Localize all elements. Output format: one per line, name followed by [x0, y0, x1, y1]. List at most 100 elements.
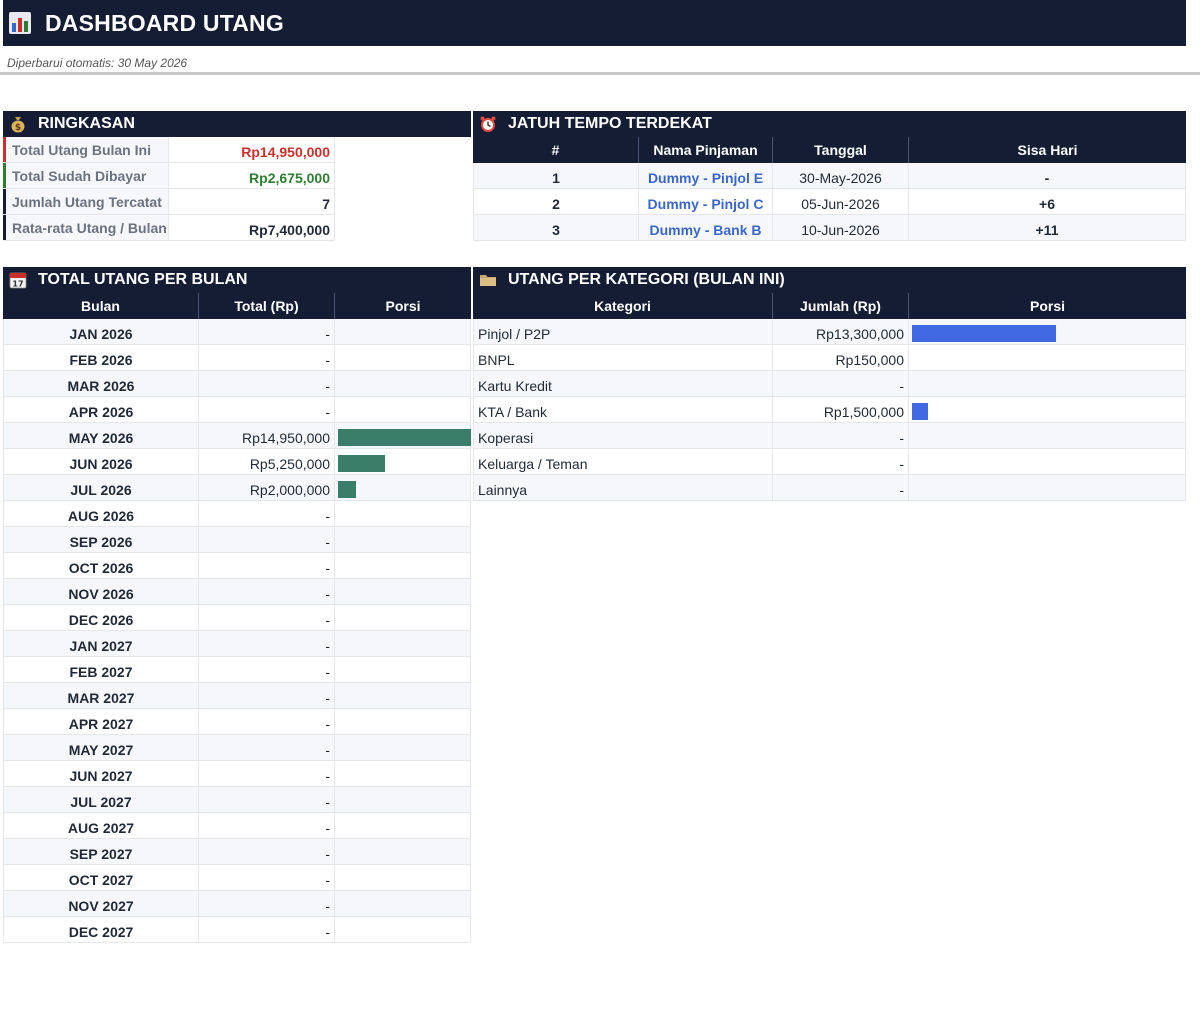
col-loan-name: Nama Pinjaman [639, 137, 773, 163]
summary-label: Jumlah Utang Tercatat [3, 189, 169, 214]
month-portion [335, 683, 471, 708]
category-row: Lainnya - [473, 475, 1186, 501]
month-total: - [199, 553, 335, 578]
col-date: Tanggal [773, 137, 909, 163]
col-category-portion: Porsi [1029, 298, 1065, 314]
month-portion [335, 865, 471, 890]
category-name: Koperasi [473, 423, 773, 448]
category-amount: Rp150,000 [773, 345, 909, 370]
monthly-row: JUL 2027- [3, 787, 471, 813]
monthly-row: DEC 2027- [3, 917, 471, 943]
category-name: Lainnya [473, 475, 773, 500]
monthly-row: OCT 2027- [3, 865, 471, 891]
month-portion [335, 527, 471, 552]
summary-value: Rp7,400,000 [169, 215, 335, 240]
monthly-row: JUL 2026 Rp2,000,000 [3, 475, 471, 501]
month-label: SEP 2026 [3, 527, 199, 552]
month-portion [335, 657, 471, 682]
due-loan-link[interactable]: Dummy - Pinjol C [639, 189, 773, 214]
category-row: KTA / Bank Rp1,500,000 [473, 397, 1186, 423]
month-label: MAY 2026 [3, 423, 199, 448]
dashboard-header: DASHBOARD UTANG [3, 0, 1186, 46]
category-name: BNPL [473, 345, 773, 370]
summary-value: 7 [169, 189, 335, 214]
month-portion [335, 553, 471, 578]
month-total: - [199, 631, 335, 656]
category-table-header: Kategori Jumlah (Rp) Porsi [473, 293, 1186, 319]
month-total: - [199, 891, 335, 916]
month-label: AUG 2027 [3, 813, 199, 838]
due-loan-link[interactable]: Dummy - Pinjol E [639, 163, 773, 188]
col-days-left: Sisa Hari [1017, 142, 1078, 158]
category-amount: - [773, 371, 909, 396]
due-table-header: # Nama Pinjaman Tanggal Sisa Hari [473, 137, 1186, 163]
month-portion [335, 605, 471, 630]
month-total: - [199, 527, 335, 552]
bar-chart-icon [9, 12, 31, 34]
monthly-row: NOV 2027- [3, 891, 471, 917]
month-label: MAR 2027 [3, 683, 199, 708]
monthly-row: DEC 2026- [3, 605, 471, 631]
monthly-row: NOV 2026- [3, 579, 471, 605]
month-total: - [199, 839, 335, 864]
summary-title: RINGKASAN [38, 115, 135, 132]
due-loan-link[interactable]: Dummy - Bank B [639, 215, 773, 240]
month-total: - [199, 865, 335, 890]
category-amount: - [773, 423, 909, 448]
category-portion [909, 319, 1186, 344]
category-title: UTANG PER KATEGORI (BULAN INI) [508, 271, 785, 288]
month-total: - [199, 813, 335, 838]
folder-icon [479, 271, 497, 289]
category-portion-bar [912, 325, 1056, 342]
summary-row: Total Sudah Dibayar Rp2,675,000 [3, 163, 335, 189]
month-portion [335, 501, 471, 526]
month-portion [335, 735, 471, 760]
month-total: - [199, 683, 335, 708]
month-label: NOV 2026 [3, 579, 199, 604]
category-name: Keluarga / Teman [473, 449, 773, 474]
category-portion [909, 475, 1186, 500]
category-portion [909, 423, 1186, 448]
col-portion: Porsi [385, 298, 421, 314]
summary-table: Total Utang Bulan Ini Rp14,950,000 Total S… [3, 137, 335, 241]
due-table: 1 Dummy - Pinjol E 30-May-2026-2 Dummy - Pi… [473, 163, 1186, 241]
month-label: AUG 2026 [3, 501, 199, 526]
month-portion [335, 631, 471, 656]
monthly-row: MAR 2027- [3, 683, 471, 709]
category-name: Pinjol / P2P [473, 319, 773, 344]
col-total: Total (Rp) [199, 293, 335, 319]
month-label: OCT 2026 [3, 553, 199, 578]
month-total: - [199, 709, 335, 734]
month-portion [335, 813, 471, 838]
category-portion [909, 449, 1186, 474]
money-bag-icon: $ [9, 115, 27, 133]
category-portion [909, 371, 1186, 396]
summary-label: Rata-rata Utang / Bulan [3, 215, 169, 240]
category-amount: - [773, 475, 909, 500]
month-label: FEB 2027 [3, 657, 199, 682]
summary-row: Jumlah Utang Tercatat 7 [3, 189, 335, 215]
monthly-title: TOTAL UTANG PER BULAN [38, 271, 248, 288]
summary-section-header: $ RINGKASAN [3, 111, 471, 137]
monthly-row: APR 2027- [3, 709, 471, 735]
month-label: DEC 2026 [3, 605, 199, 630]
month-portion [335, 761, 471, 786]
month-total: - [199, 501, 335, 526]
month-label: APR 2027 [3, 709, 199, 734]
monthly-row: OCT 2026- [3, 553, 471, 579]
due-row: 1 Dummy - Pinjol E 30-May-2026- [473, 163, 1186, 189]
divider [0, 72, 1200, 75]
due-number: 2 [473, 189, 639, 214]
monthly-row: AUG 2026- [3, 501, 471, 527]
col-number: # [473, 137, 639, 163]
month-portion [335, 839, 471, 864]
month-total: - [199, 397, 335, 422]
monthly-row: JAN 2026- [3, 319, 471, 345]
month-portion-bar [338, 481, 356, 498]
month-label: DEC 2027 [3, 917, 199, 942]
category-section-header: UTANG PER KATEGORI (BULAN INI) [473, 267, 1186, 293]
month-label: NOV 2027 [3, 891, 199, 916]
due-number: 3 [473, 215, 639, 240]
due-row: 2 Dummy - Pinjol C 05-Jun-2026 +6 [473, 189, 1186, 215]
monthly-row: JAN 2027- [3, 631, 471, 657]
